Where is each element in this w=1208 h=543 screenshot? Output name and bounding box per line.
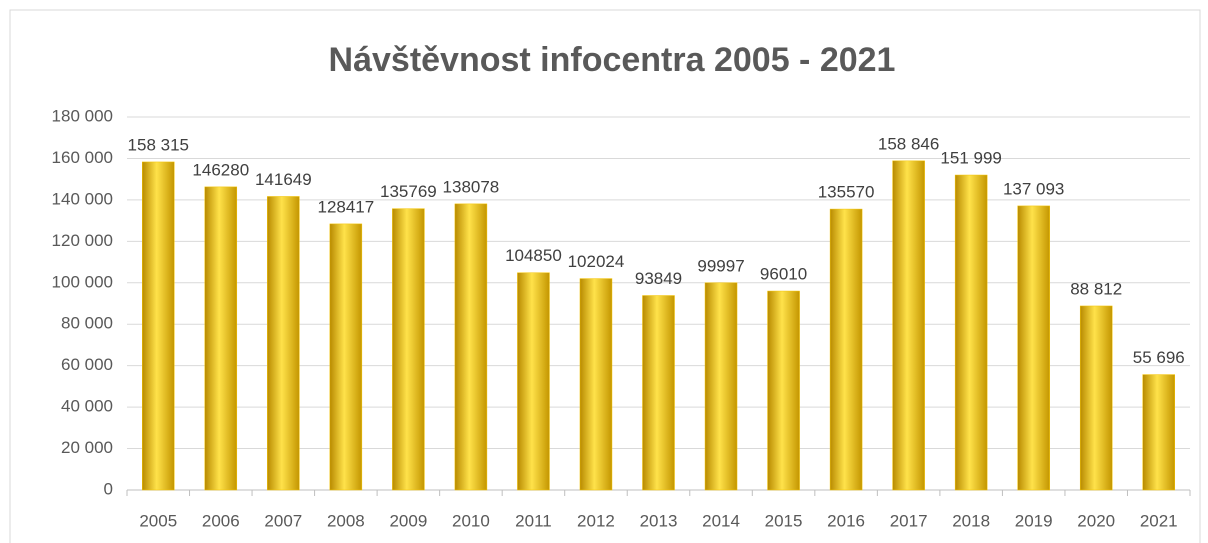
x-tick-label: 2013 [640,511,678,530]
bar [767,290,800,491]
bar [829,208,863,491]
data-label: 99997 [697,256,744,275]
y-tick-label: 140 000 [52,189,113,208]
x-tick-label: 2021 [1140,511,1178,530]
bar [954,174,988,491]
bar [1017,205,1050,491]
data-label: 102024 [568,252,625,271]
y-tick-label: 100 000 [52,272,113,291]
x-tick-label: 2015 [765,511,803,530]
data-label: 158 846 [878,134,939,153]
x-tick-label: 2020 [1077,511,1115,530]
bar [329,223,363,491]
data-label: 55 696 [1133,348,1185,367]
bar [1079,305,1113,491]
x-tick-label: 2012 [577,511,615,530]
data-label: 146280 [192,160,249,179]
bar [142,161,175,491]
y-tick-label: 180 000 [52,106,113,125]
chart-title: Návštěvnost infocentra 2005 - 2021 [329,41,896,79]
data-label: 158 315 [128,135,189,154]
bar [579,278,613,491]
bar [642,295,675,491]
x-tick-label: 2005 [139,511,177,530]
data-label: 138078 [443,177,500,196]
data-label: 135570 [818,183,875,202]
x-tick-label: 2019 [1015,511,1053,530]
y-tick-label: 120 000 [52,231,113,250]
data-label: 93849 [635,269,682,288]
x-tick-label: 2007 [264,511,302,530]
x-tick-label: 2008 [327,511,365,530]
data-label: 88 812 [1070,279,1122,298]
bar [704,282,738,491]
data-label: 151 999 [940,149,1001,168]
bar [1142,374,1175,491]
y-tick-label: 0 [104,479,113,498]
x-tick-label: 2017 [890,511,928,530]
data-label: 137 093 [1003,179,1064,198]
data-label: 128417 [317,197,374,216]
x-tick-label: 2011 [515,511,552,530]
y-tick-label: 20 000 [61,438,113,457]
x-tick-label: 2014 [702,511,740,530]
bar [204,186,238,491]
x-tick-label: 2016 [827,511,865,530]
bar [392,208,425,491]
y-tick-label: 80 000 [61,314,113,333]
x-tick-label: 2010 [452,511,490,530]
data-label: 135769 [380,182,437,201]
x-tick-label: 2006 [202,511,240,530]
y-tick-label: 160 000 [52,148,113,167]
bar [267,196,300,491]
x-tick-label: 2009 [389,511,427,530]
y-tick-label: 60 000 [61,355,113,374]
data-label: 104850 [505,246,562,265]
y-tick-label: 40 000 [61,397,113,416]
data-label: 96010 [760,265,807,284]
bar [517,272,550,491]
bar [454,203,488,491]
x-tick-label: 2018 [952,511,990,530]
data-label: 141649 [255,170,312,189]
bar [892,160,925,491]
